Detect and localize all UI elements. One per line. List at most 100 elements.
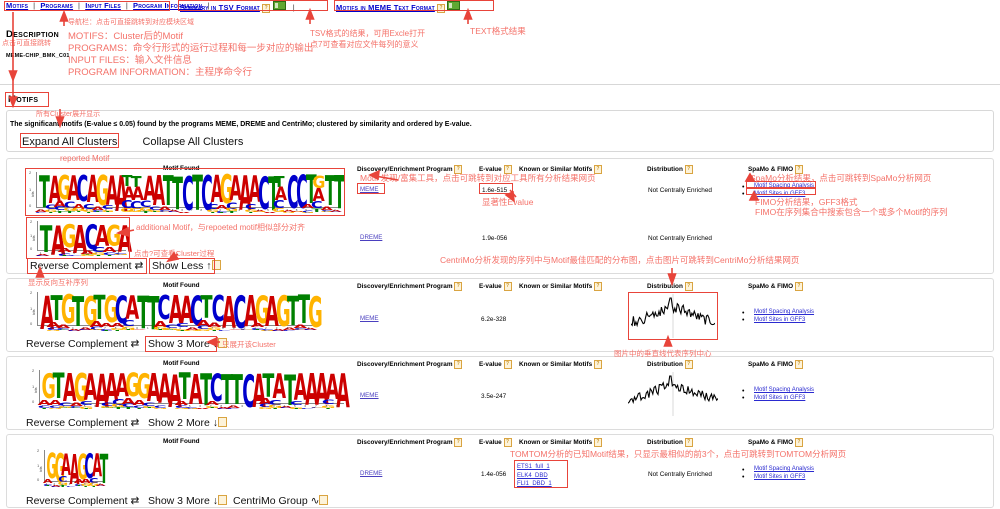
show-less-button[interactable]: Show Less ↑ bbox=[152, 260, 221, 272]
motif-spacing-analysis-link[interactable]: Motif Spacing Analysis bbox=[754, 309, 815, 315]
logo-base-T: T bbox=[121, 173, 133, 191]
expand-all-clusters-button[interactable]: Expand All Clusters bbox=[22, 136, 118, 148]
help-icon[interactable]: ? bbox=[454, 165, 463, 174]
program-link-meme[interactable]: MEME bbox=[360, 315, 379, 322]
help-icon[interactable]: ? bbox=[503, 438, 512, 447]
known-motif-link[interactable]: ETS1_full_1 bbox=[517, 464, 550, 470]
motif-logo-primary[interactable]: 0 1 2 bits G A C T 1 T A C G 2 A C G T 3 G A C T 4 A C G T 5 A 6 A C G T 7 A… bbox=[30, 365, 350, 417]
help-icon[interactable]: ? bbox=[454, 438, 463, 447]
help-icon[interactable]: ? bbox=[593, 360, 602, 369]
help-icon[interactable]: ? bbox=[794, 360, 803, 369]
nav-group-text[interactable]: Motifs in MEME Text Format ? bbox=[336, 1, 461, 13]
download-icon[interactable] bbox=[447, 1, 461, 10]
spamo-fimo-links[interactable]: • Motif Spacing Analysis • Motif Sites in … bbox=[742, 466, 815, 481]
help-icon[interactable]: ? bbox=[684, 282, 693, 291]
motif-sites-gff3-link[interactable]: Motif Sites in GFF3 bbox=[754, 474, 806, 480]
logo-base-C: C bbox=[218, 330, 232, 332]
show-more-button[interactable]: Show 3 More ↓ bbox=[148, 338, 228, 350]
motif-spacing-analysis-link[interactable]: Motif Spacing Analysis bbox=[754, 387, 815, 393]
known-motif-link[interactable]: FLI1_DBD_1 bbox=[517, 481, 552, 487]
logo-base-T: T bbox=[199, 366, 212, 417]
help-icon[interactable]: ? bbox=[503, 282, 512, 291]
nav-summary-tsv[interactable]: Summary in TSV Format bbox=[180, 3, 260, 12]
logo-base-C: C bbox=[320, 210, 333, 214]
help-icon[interactable]: ? bbox=[593, 165, 602, 174]
top-navigation[interactable]: Motifs | Programs | Input Files | Program Info… bbox=[0, 0, 1000, 13]
distribution-text: Not Centrally Enriched bbox=[648, 235, 712, 242]
reverse-complement-button[interactable]: Reverse Complement ⇄ bbox=[30, 260, 144, 272]
nav-input-files[interactable]: Input Files bbox=[85, 1, 121, 10]
reverse-complement-button[interactable]: Reverse Complement ⇄ bbox=[26, 495, 140, 507]
reverse-complement-button[interactable]: Reverse Complement ⇄ bbox=[26, 338, 140, 350]
spamo-fimo-links[interactable]: • Motif Spacing Analysis • Motif Sites in … bbox=[742, 387, 815, 402]
program-link-meme[interactable]: MEME bbox=[360, 186, 379, 193]
program-link-dreme[interactable]: DREME bbox=[360, 234, 383, 241]
help-icon[interactable]: ? bbox=[454, 360, 463, 369]
help-icon[interactable] bbox=[218, 417, 228, 427]
spamo-fimo-links[interactable]: • Motif Spacing Analysis • Motif Sites in … bbox=[742, 309, 815, 324]
nav-separator: | bbox=[292, 3, 295, 12]
logo-base-A: A bbox=[67, 327, 82, 332]
motif-logo-primary[interactable]: 0 1 2 bits T A C 1 A C G T 2 G A C T 3 A C G T 4 C A G T 5 A C G T 6 G A C T… bbox=[27, 170, 345, 218]
help-icon[interactable]: ? bbox=[593, 282, 602, 291]
nav-group-tsv[interactable]: Summary in TSV Format ? | bbox=[180, 1, 300, 13]
nav-motifs-meme-text[interactable]: Motifs in MEME Text Format bbox=[336, 3, 435, 12]
logo-base-G: G bbox=[268, 403, 283, 409]
help-icon[interactable]: ? bbox=[262, 4, 271, 13]
help-icon[interactable]: ? bbox=[593, 438, 602, 447]
motif-logo-primary[interactable]: 0 1 2 bits G A C T 1 G A C 2 A C G T 3 A C 4 G A C T 5 C A G T 6 A C G T 7 T… bbox=[35, 448, 109, 491]
reverse-complement-button[interactable]: Reverse Complement ⇄ bbox=[26, 417, 140, 429]
logo-x-tick: 9 bbox=[305, 208, 307, 212]
spamo-fimo-links[interactable]: • Motif Spacing Analysis • Motif Sites in … bbox=[742, 183, 815, 198]
nav-programs[interactable]: Programs bbox=[40, 1, 74, 10]
motif-spacing-analysis-link[interactable]: Motif Spacing Analysis bbox=[754, 466, 815, 472]
distribution-sparkline[interactable] bbox=[627, 372, 719, 416]
help-icon[interactable]: ? bbox=[684, 360, 693, 369]
logo-base-A: A bbox=[69, 403, 83, 409]
centrimo-group-button[interactable]: CentriMo Group ∿ bbox=[233, 495, 329, 507]
known-motif-link[interactable]: ELK4_DBD bbox=[517, 472, 548, 479]
logo-base-A: A bbox=[147, 366, 161, 411]
motif-sites-gff3-link[interactable]: Motif Sites in GFF3 bbox=[754, 191, 806, 197]
nav-group-main[interactable]: Motifs | Programs | Input Files | Program Info… bbox=[6, 1, 214, 10]
logo-base-A: A bbox=[73, 479, 84, 486]
cluster-controls[interactable]: Expand All Clusters Collapse All Cluster… bbox=[22, 136, 265, 148]
help-icon[interactable]: ? bbox=[503, 165, 512, 174]
program-link-dreme[interactable]: DREME bbox=[360, 470, 383, 477]
logo-base-A: A bbox=[91, 448, 102, 485]
help-icon[interactable]: ? bbox=[794, 165, 803, 174]
motif-sites-gff3-link[interactable]: Motif Sites in GFF3 bbox=[754, 395, 806, 401]
motif-logo-secondary[interactable]: 0 1 2 bits T A C 1 A 2 G A C T 3 A C 4 C A G T 5 A C G T 6 G A C T 7 A C G 8 bbox=[28, 219, 132, 262]
help-icon[interactable] bbox=[218, 495, 228, 505]
show-more-button[interactable]: Show 3 More ↓ bbox=[148, 495, 228, 507]
distribution-sparkline[interactable] bbox=[630, 294, 716, 338]
motif-sites-gff3-link[interactable]: Motif Sites in GFF3 bbox=[754, 317, 806, 323]
nav-motifs[interactable]: Motifs bbox=[6, 1, 29, 10]
logo-base-A: A bbox=[94, 219, 109, 254]
help-icon[interactable] bbox=[218, 338, 228, 348]
help-icon[interactable]: ? bbox=[454, 282, 463, 291]
logo-base-C: C bbox=[66, 486, 76, 488]
logo-base-T: T bbox=[220, 365, 233, 414]
help-icon[interactable] bbox=[211, 260, 221, 270]
logo-base-T: T bbox=[82, 211, 94, 214]
help-icon[interactable]: ? bbox=[794, 438, 803, 447]
help-icon[interactable]: ? bbox=[794, 282, 803, 291]
help-icon[interactable]: ? bbox=[684, 165, 693, 174]
help-icon[interactable]: ? bbox=[503, 360, 512, 369]
logo-base-C: C bbox=[158, 210, 171, 214]
logo-x-tick: 8 bbox=[325, 404, 328, 408]
download-icon[interactable] bbox=[272, 1, 286, 10]
nav-program-information[interactable]: Program Information bbox=[133, 1, 203, 10]
help-icon[interactable]: ? bbox=[684, 438, 693, 447]
logo-y-tick: 2 bbox=[32, 368, 35, 373]
logo-base-C: C bbox=[279, 408, 293, 410]
help-icon[interactable] bbox=[319, 495, 329, 505]
help-icon[interactable]: ? bbox=[437, 4, 446, 13]
motif-spacing-analysis-link[interactable]: Motif Spacing Analysis bbox=[754, 183, 815, 189]
show-more-button[interactable]: Show 2 More ↓ bbox=[148, 417, 228, 429]
program-link-meme[interactable]: MEME bbox=[360, 392, 379, 399]
collapse-all-clusters-button[interactable]: Collapse All Clusters bbox=[142, 136, 244, 148]
motif-logo-primary[interactable]: 0 1 2 bits A 1 T A C G 2 G A C T 3 T A C 4 G A C 5 T A C G 6 G A C T 7 C A G… bbox=[28, 290, 323, 336]
known-motifs-list[interactable]: ETS1_full_1 ELK4_DBD FLI1_DBD_1 bbox=[517, 463, 552, 489]
